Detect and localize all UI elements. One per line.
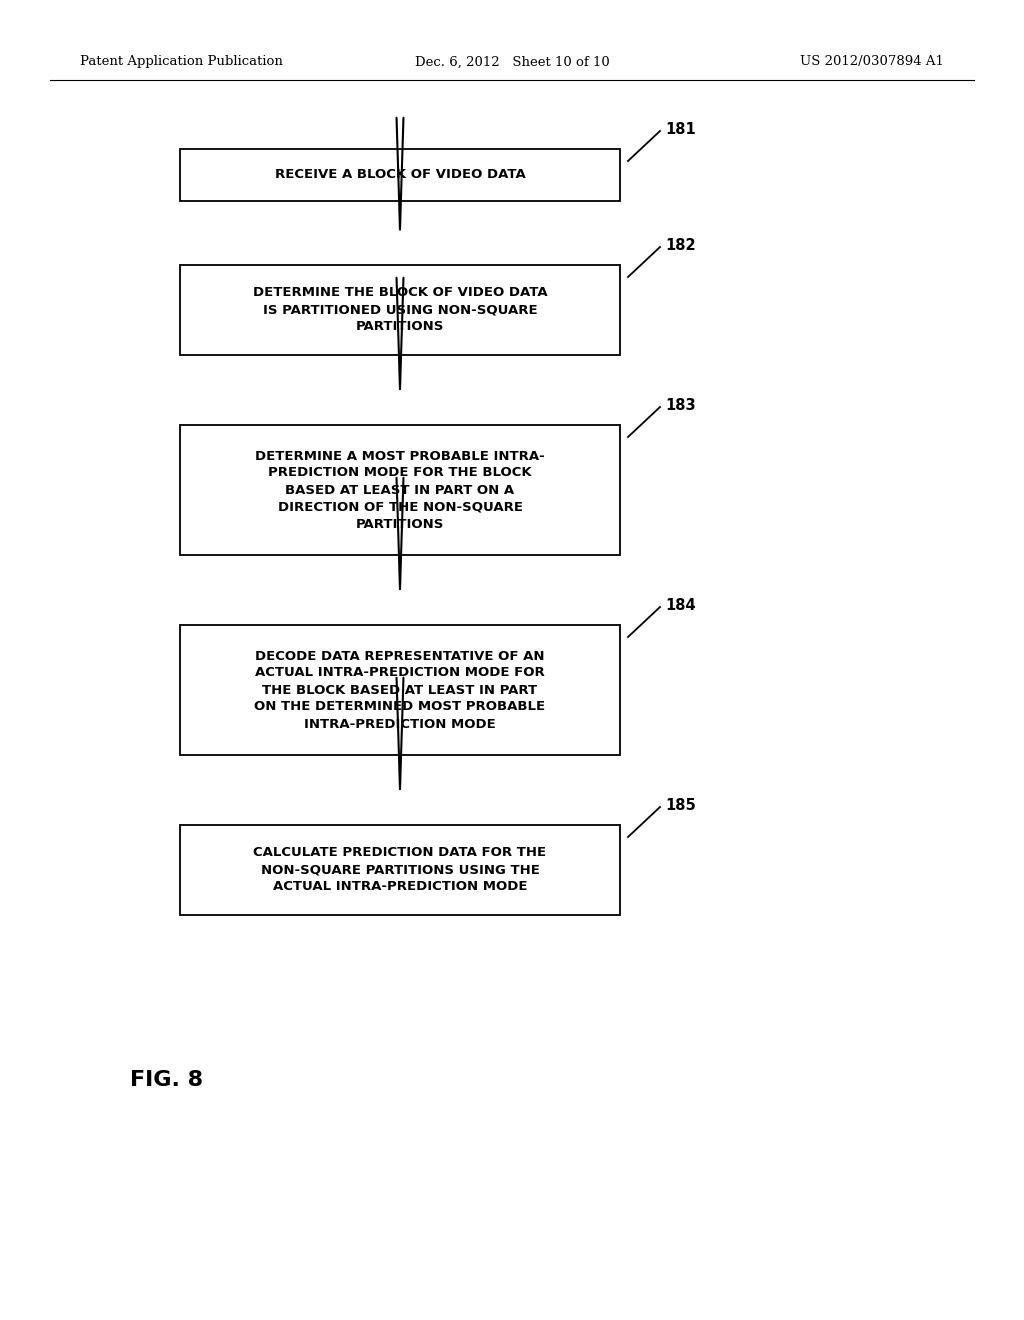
Text: DETERMINE A MOST PROBABLE INTRA-
PREDICTION MODE FOR THE BLOCK
BASED AT LEAST IN: DETERMINE A MOST PROBABLE INTRA- PREDICT… <box>255 450 545 531</box>
Text: 185: 185 <box>665 797 695 813</box>
Text: US 2012/0307894 A1: US 2012/0307894 A1 <box>800 55 944 69</box>
Text: DETERMINE THE BLOCK OF VIDEO DATA
IS PARTITIONED USING NON-SQUARE
PARTITIONS: DETERMINE THE BLOCK OF VIDEO DATA IS PAR… <box>253 286 547 334</box>
Text: 184: 184 <box>665 598 695 612</box>
Text: CALCULATE PREDICTION DATA FOR THE
NON-SQUARE PARTITIONS USING THE
ACTUAL INTRA-P: CALCULATE PREDICTION DATA FOR THE NON-SQ… <box>253 846 547 894</box>
Text: DECODE DATA REPRESENTATIVE OF AN
ACTUAL INTRA-PREDICTION MODE FOR
THE BLOCK BASE: DECODE DATA REPRESENTATIVE OF AN ACTUAL … <box>254 649 546 730</box>
Text: Patent Application Publication: Patent Application Publication <box>80 55 283 69</box>
Text: 183: 183 <box>665 397 695 412</box>
Text: Dec. 6, 2012   Sheet 10 of 10: Dec. 6, 2012 Sheet 10 of 10 <box>415 55 609 69</box>
Bar <box>180 425 620 554</box>
Bar <box>180 265 620 355</box>
Bar <box>180 149 620 201</box>
Text: RECEIVE A BLOCK OF VIDEO DATA: RECEIVE A BLOCK OF VIDEO DATA <box>274 169 525 181</box>
Text: 182: 182 <box>665 238 695 252</box>
Bar <box>180 624 620 755</box>
Bar <box>180 825 620 915</box>
Text: 181: 181 <box>665 121 695 136</box>
Text: FIG. 8: FIG. 8 <box>130 1071 203 1090</box>
